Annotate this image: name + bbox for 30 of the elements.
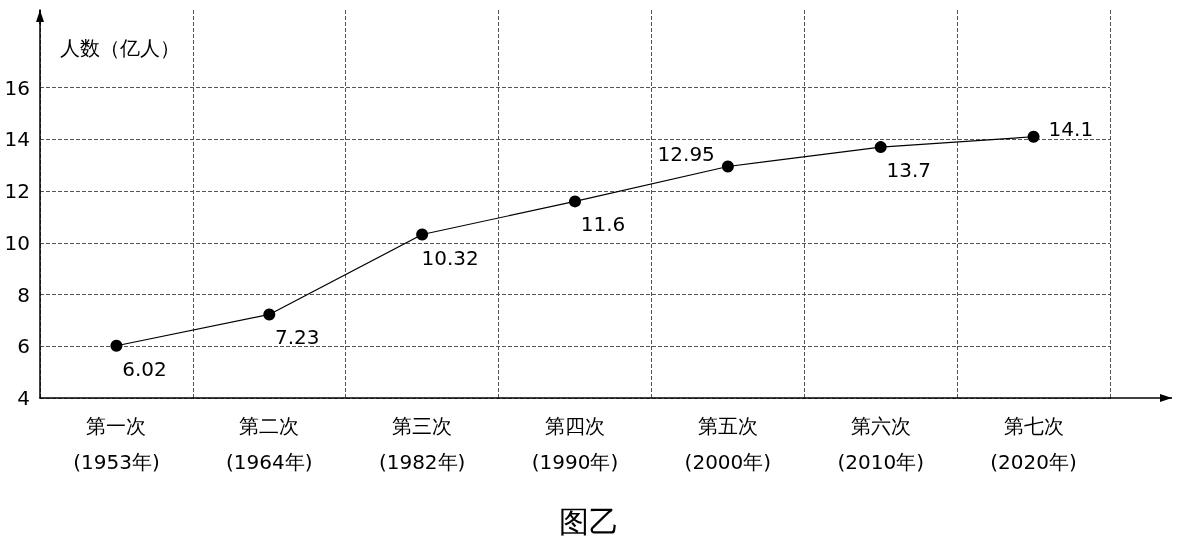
y-axis-title: 人数（亿人）	[60, 36, 180, 60]
data-label: 7.23	[275, 325, 320, 350]
y-tick-label: 10	[4, 230, 30, 255]
x-tick-label: 第二次 (1964年)	[226, 414, 313, 474]
y-tick-label: 8	[17, 282, 30, 307]
data-label: 13.7	[886, 158, 931, 183]
x-tick-label: 第一次 (1953年)	[73, 414, 160, 474]
y-tick-label: 6	[17, 334, 30, 359]
point	[721, 160, 734, 173]
x-tick-label: 第四次 (1990年)	[531, 414, 619, 474]
x-tick-label: 第七次 (2020年)	[990, 414, 1077, 474]
point	[263, 308, 276, 321]
point	[874, 141, 887, 154]
text: 图乙	[558, 503, 619, 539]
y-tick-label: 16	[4, 75, 30, 100]
data-label: 12.95	[657, 142, 715, 167]
y-tick-label: 4	[17, 386, 30, 410]
x-tick-label: 第六次 (2010年)	[837, 414, 924, 474]
x-tick-label: 第三次 (1982年)	[378, 414, 466, 474]
y-tick-label: 14	[4, 127, 30, 152]
data-label: 11.6	[580, 212, 626, 237]
point	[416, 228, 429, 241]
x-tick-label: 第五次 (2000年)	[684, 414, 772, 474]
data-label: 14.1	[1048, 116, 1094, 141]
point	[569, 195, 581, 208]
data-label: 10.32	[421, 245, 479, 270]
point	[110, 339, 123, 352]
y-tick-label: 12	[4, 179, 30, 204]
point	[1027, 130, 1040, 143]
data-label: 6.02	[122, 356, 167, 381]
